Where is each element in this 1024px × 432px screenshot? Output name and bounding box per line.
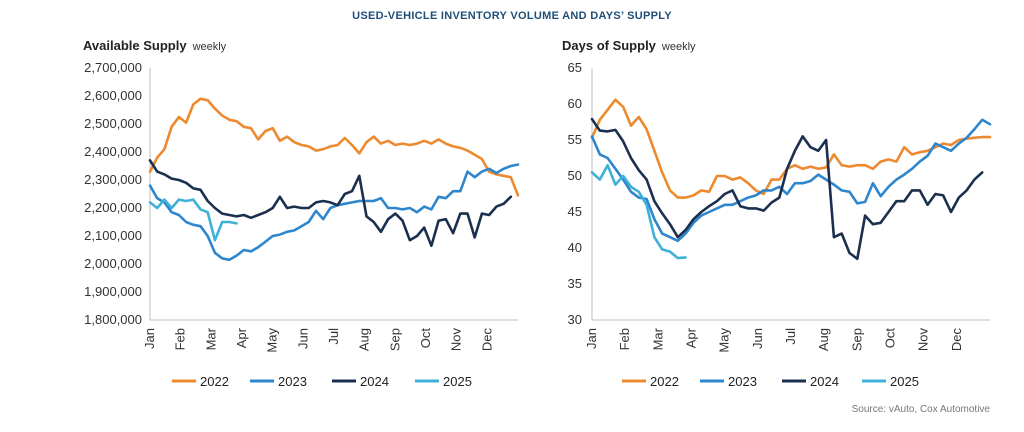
right-series-line-2022 (590, 98, 992, 199)
left-y-tick-label: 1,800,000 (84, 312, 142, 327)
right-x-tick-label: Dec (949, 328, 964, 352)
left-series-line-2022 (148, 97, 520, 197)
right-x-tick-label: Nov (916, 328, 931, 352)
right-y-tick-label: 65 (568, 60, 582, 75)
left-x-tick-label: Jan (142, 328, 157, 349)
left-legend-label-2022: 2022 (200, 374, 229, 389)
right-legend-label-2023: 2023 (728, 374, 757, 389)
left-x-tick-label: Aug (357, 328, 372, 351)
left-x-tick-label: Jun (295, 328, 310, 349)
right-x-tick-label: Jun (750, 328, 765, 349)
right-series-line-2023 (590, 118, 992, 243)
right-x-tick-label: May (717, 328, 732, 353)
left-x-tick-label: Oct (418, 328, 433, 349)
right-y-tick-label: 35 (568, 276, 582, 291)
left-legend-label-2024: 2024 (360, 374, 389, 389)
left-chart-title-text: Available Supply (83, 38, 187, 53)
right-x-tick-label: Sep (849, 328, 864, 351)
left-y-tick-label: 2,700,000 (84, 60, 142, 75)
left-x-tick-label: Jul (326, 328, 341, 345)
left-legend-label-2023: 2023 (278, 374, 307, 389)
right-x-tick-label: Aug (816, 328, 831, 351)
left-series-line-2025 (148, 198, 238, 242)
left-y-tick-label: 2,300,000 (84, 172, 142, 187)
left-x-tick-label: Dec (479, 328, 494, 352)
left-x-tick-label: Nov (449, 328, 464, 352)
right-series-line-2024 (590, 117, 984, 261)
right-x-tick-label: Jan (584, 328, 599, 349)
right-chart-subtitle: weekly (661, 41, 696, 53)
right-x-tick-label: Jul (783, 328, 798, 345)
source-note: Source: vAuto, Cox Automotive (851, 404, 990, 415)
left-chart-title: Available Supply weekly (83, 38, 226, 53)
left-x-tick-label: May (265, 328, 280, 353)
right-legend-label-2024: 2024 (810, 374, 839, 389)
left-series-line-2024 (148, 159, 513, 248)
right-legend-label-2022: 2022 (650, 374, 679, 389)
right-x-tick-label: Feb (617, 328, 632, 350)
right-y-tick-label: 30 (568, 312, 582, 327)
left-y-tick-label: 1,900,000 (84, 284, 142, 299)
left-y-tick-label: 2,400,000 (84, 144, 142, 159)
left-y-tick-label: 2,100,000 (84, 228, 142, 243)
left-series-line-2023 (148, 163, 520, 262)
right-legend-label-2025: 2025 (890, 374, 919, 389)
right-y-tick-label: 50 (568, 168, 582, 183)
right-x-tick-label: Mar (650, 327, 665, 350)
right-y-tick-label: 60 (568, 96, 582, 111)
left-x-tick-label: Feb (173, 328, 188, 350)
right-x-tick-label: Apr (684, 327, 699, 348)
left-x-tick-label: Mar (203, 327, 218, 350)
left-y-tick-label: 2,000,000 (84, 256, 142, 271)
left-y-tick-label: 2,600,000 (84, 88, 142, 103)
left-y-tick-label: 2,500,000 (84, 116, 142, 131)
left-legend-label-2025: 2025 (443, 374, 472, 389)
left-x-tick-label: Sep (387, 328, 402, 351)
right-y-tick-label: 45 (568, 204, 582, 219)
right-series-line-2025 (590, 163, 687, 260)
chart-main-title: USED-VEHICLE INVENTORY VOLUME AND DAYS’ … (352, 10, 672, 22)
right-y-tick-label: 55 (568, 132, 582, 147)
right-x-tick-label: Oct (883, 328, 898, 349)
left-y-tick-label: 2,200,000 (84, 200, 142, 215)
right-chart-title: Days of Supply weekly (562, 38, 696, 53)
right-chart-title-text: Days of Supply (562, 38, 656, 53)
right-y-tick-label: 40 (568, 240, 582, 255)
left-chart-subtitle: weekly (192, 41, 227, 53)
left-x-tick-label: Apr (234, 327, 249, 348)
